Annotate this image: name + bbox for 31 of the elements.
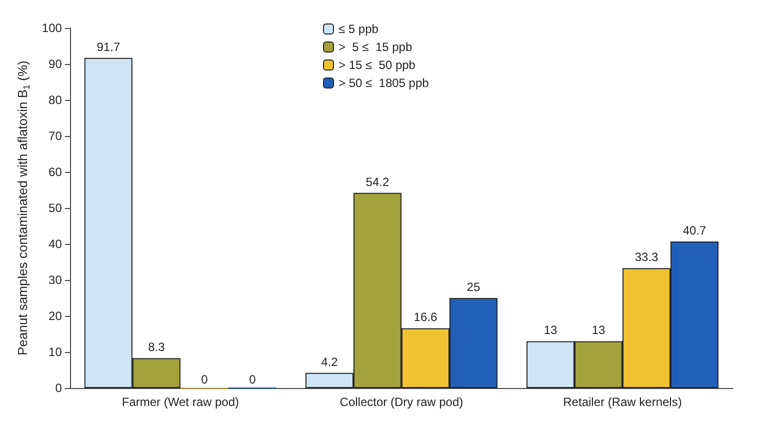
y-tick-label: 80	[48, 93, 62, 107]
data-label: 16.6	[414, 310, 438, 324]
y-tick-label: 100	[42, 21, 62, 35]
data-label: 4.2	[321, 354, 338, 369]
legend-label: > 5 ≤ 15 ppb	[338, 40, 412, 54]
y-tick-label: 90	[48, 57, 62, 71]
y-tick-label: 60	[48, 165, 62, 179]
y-tick-label: 70	[48, 129, 62, 143]
data-label: 25	[466, 280, 480, 294]
x-tick-label: Retailer (Raw kernels)	[563, 395, 682, 409]
data-label: 91.7	[96, 40, 120, 54]
y-tick-label: 10	[48, 345, 62, 359]
x-tick-label: Farmer (Wet raw pod)	[122, 395, 240, 409]
legend-label: > 50 ≤ 1805 ppb	[338, 76, 430, 90]
y-tick-label: 20	[48, 309, 62, 323]
data-label: 8.3	[148, 340, 166, 354]
data-label: 54.2	[366, 174, 390, 189]
data-label: 0	[201, 372, 208, 386]
y-tick-label: 0	[55, 381, 62, 395]
y-tick-label: 30	[48, 273, 62, 287]
y-tick-label: 40	[48, 237, 62, 251]
data-label: 13	[592, 323, 606, 338]
legend-label: > 15 ≤ 50 ppb	[338, 58, 416, 72]
data-label: 33.3	[634, 250, 658, 264]
x-tick-label: Collector (Dry raw pod)	[340, 395, 464, 409]
y-axis-title: Peanut samples contaminated with aflatoxin B1 (%)	[15, 60, 32, 356]
legend-label: ≤ 5 ppb	[338, 22, 379, 36]
y-tick-label: 50	[48, 201, 62, 215]
data-label: 13	[544, 323, 558, 338]
data-label: 0	[249, 372, 256, 386]
data-label: 40.7	[682, 223, 706, 238]
